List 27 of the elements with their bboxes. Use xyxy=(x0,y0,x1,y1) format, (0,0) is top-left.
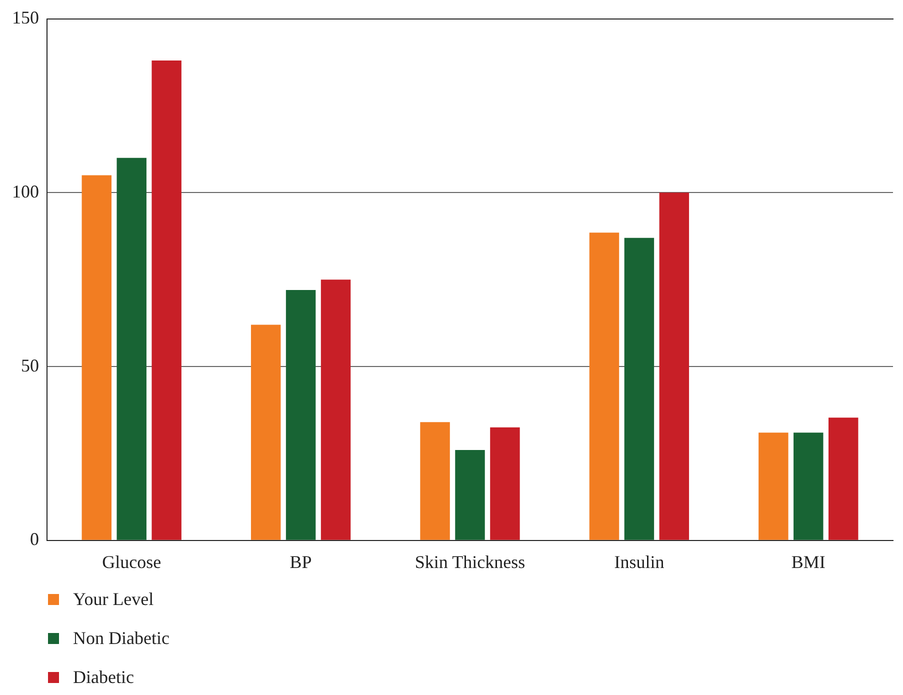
y-tick-label: 50 xyxy=(21,355,39,376)
bar xyxy=(116,158,146,540)
bar xyxy=(82,175,112,540)
bar xyxy=(420,422,450,540)
bar xyxy=(250,324,281,540)
legend-label: Non Diabetic xyxy=(72,627,170,650)
bar xyxy=(152,60,182,540)
x-tick-label: Skin Thickness xyxy=(414,552,526,572)
x-tick-label: BMI xyxy=(791,552,826,572)
y-tick-label: 150 xyxy=(12,8,39,28)
y-tick-label: 0 xyxy=(30,529,39,550)
bar xyxy=(794,432,824,540)
bar xyxy=(320,280,351,540)
x-tick-label: Glucose xyxy=(102,552,162,572)
y-tick-label: 100 xyxy=(12,181,39,202)
x-tick-label: BP xyxy=(290,552,312,572)
bar xyxy=(624,238,654,540)
bar xyxy=(758,432,788,540)
x-tick-label: Insulin xyxy=(614,552,664,572)
bar xyxy=(286,290,316,540)
bar xyxy=(490,427,520,540)
legend-label: Diabetic xyxy=(72,666,135,689)
bar xyxy=(589,232,620,540)
bar xyxy=(455,450,485,540)
bar xyxy=(828,418,858,540)
bar xyxy=(659,192,690,540)
legend-label: Your Level xyxy=(72,588,155,611)
